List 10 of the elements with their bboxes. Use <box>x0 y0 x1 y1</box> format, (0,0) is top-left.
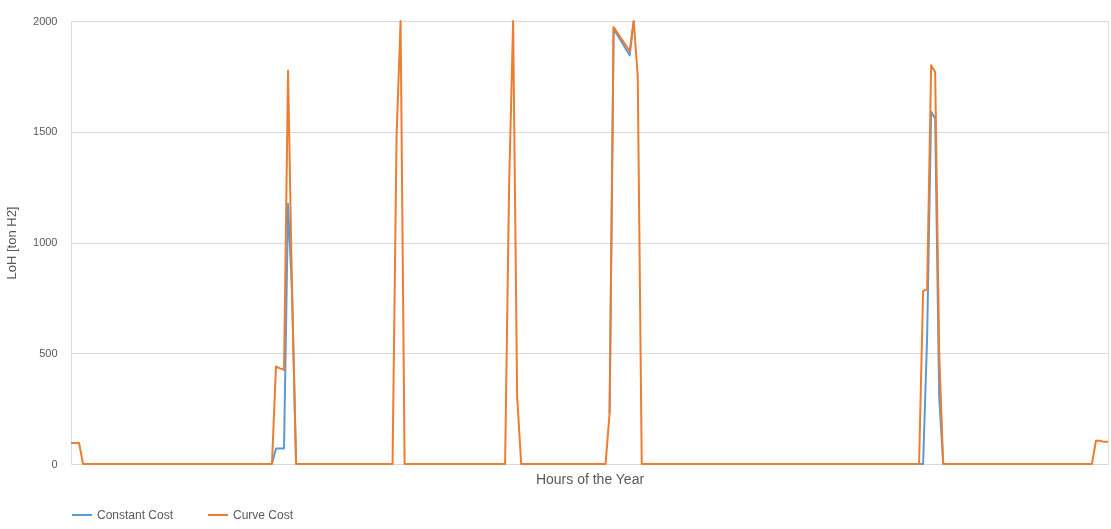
y-axis-title: LoH [ton H2] <box>4 206 20 280</box>
legend-label: Curve Cost <box>233 508 294 522</box>
y-tick-label: 500 <box>39 346 58 359</box>
x-axis-title: Hours of the Year <box>535 470 645 487</box>
line-series <box>70 20 1109 465</box>
y-tick-label: 1500 <box>33 125 58 138</box>
legend-label: Constant Cost <box>97 508 174 522</box>
y-tick-label: 0 <box>51 457 58 470</box>
y-tick-label: 1000 <box>33 236 58 248</box>
y-tick-label: 2000 <box>33 14 58 27</box>
